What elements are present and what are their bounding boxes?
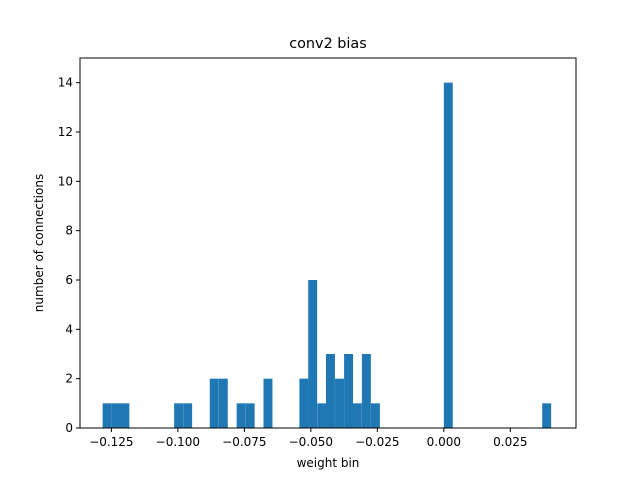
histogram-bar-16	[352, 403, 362, 428]
histogram-bar-14	[335, 378, 344, 428]
plot-frame	[79, 57, 577, 429]
histogram-bar-2	[120, 403, 130, 428]
x-tick-label-2: −0.075	[222, 435, 266, 449]
histogram-bar-17	[361, 354, 371, 428]
histogram-bar-8	[245, 403, 255, 428]
histogram-bar-5	[209, 378, 219, 428]
histogram-bar-18	[370, 403, 380, 428]
x-tick-label-6: 0.025	[493, 435, 527, 449]
x-tick-label-3: −0.050	[289, 435, 333, 449]
x-tick-label-4: −0.025	[355, 435, 399, 449]
y-ticks-group: 0 2 4 6 8 10 12 14	[58, 76, 80, 435]
histogram-bar-12	[317, 403, 327, 428]
y-tick-label-4: 8	[65, 224, 73, 238]
y-tick-label-2: 4	[65, 322, 73, 336]
histogram-bar-10	[299, 378, 309, 428]
y-tick-label-1: 2	[65, 372, 73, 386]
chart-title: conv2 bias	[289, 36, 367, 52]
histogram-bar-9	[263, 378, 273, 428]
histogram-bar-6	[218, 378, 228, 428]
histogram-bar-0	[102, 403, 112, 428]
x-tick-label-5: 0.000	[427, 435, 461, 449]
bars-group	[102, 82, 552, 429]
y-tick-label-3: 6	[65, 273, 73, 287]
y-tick-label-0: 0	[65, 421, 73, 435]
y-tick-label-7: 14	[58, 76, 73, 90]
histogram-bar-13	[326, 354, 335, 428]
x-tick-label-1: −0.100	[156, 435, 200, 449]
histogram-bar-4	[183, 403, 193, 428]
x-axis-label: weight bin	[297, 456, 360, 470]
y-tick-label-5: 10	[58, 174, 73, 188]
x-tick-label-0: −0.125	[89, 435, 133, 449]
y-axis-label: number of connections	[32, 174, 46, 312]
histogram-bar-19	[443, 82, 453, 429]
histogram-bar-7	[236, 403, 246, 428]
y-tick-label-6: 12	[58, 125, 73, 139]
histogram-bar-11	[308, 280, 318, 428]
histogram-bar-20	[542, 403, 552, 428]
x-ticks-group: −0.125 −0.100 −0.075 −0.050 −0.025 0.000 0.025	[89, 428, 527, 449]
histogram-bar-3	[174, 403, 184, 428]
histogram-bar-1	[111, 403, 121, 428]
histogram-bar-15	[344, 354, 354, 428]
